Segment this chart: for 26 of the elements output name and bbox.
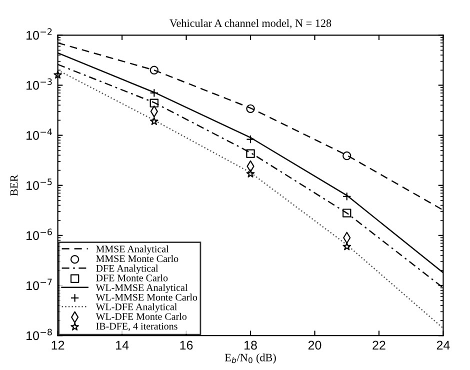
legend-label: WL-DFE Monte Carlo — [96, 312, 187, 320]
legend-label: WL-DFE Analytical — [96, 303, 177, 312]
y-tick-label: 10$^{−5}$ — [26, 178, 52, 190]
legend-label: WL-MMSE Analytical — [96, 284, 188, 294]
legend-label: WL-MMSE Monte Carlo — [96, 294, 198, 301]
x-tick-label: 20 — [308, 340, 322, 350]
x-tick-label: 24 — [436, 340, 450, 350]
y-tick-label: 10$^{−2}$ — [26, 28, 52, 40]
x-tick-label: 12 — [52, 340, 64, 350]
chart-title: Vehicular A channel model, N = 128 — [170, 19, 332, 29]
legend-label: IB-DFE, 4 iterations — [96, 322, 178, 331]
y-tick-label: 10$^{−4}$ — [26, 128, 52, 140]
x-tick-label: 14 — [116, 340, 129, 350]
x-tick-label: 22 — [372, 340, 386, 350]
x-tick-label: 16 — [180, 340, 193, 350]
x-tick-label: 18 — [244, 340, 257, 350]
y-tick-label: 10$^{−7}$ — [26, 278, 52, 290]
legend-label: DFE Analytical — [96, 264, 158, 274]
y-tick-label: 10$^{−8}$ — [26, 328, 52, 340]
y-tick-label: 10$^{−6}$ — [26, 228, 52, 240]
y-tick-label: 10$^{−3}$ — [26, 78, 52, 90]
x-axis-title: E$_{b}$/N$_{0}$ (dB) — [224, 353, 276, 364]
legend-label: MMSE Analytical — [96, 245, 169, 254]
y-axis-title: BER — [10, 174, 18, 196]
legend-label: DFE Monte Carlo — [96, 274, 168, 282]
legend-label: MMSE Monte Carlo — [96, 255, 178, 262]
